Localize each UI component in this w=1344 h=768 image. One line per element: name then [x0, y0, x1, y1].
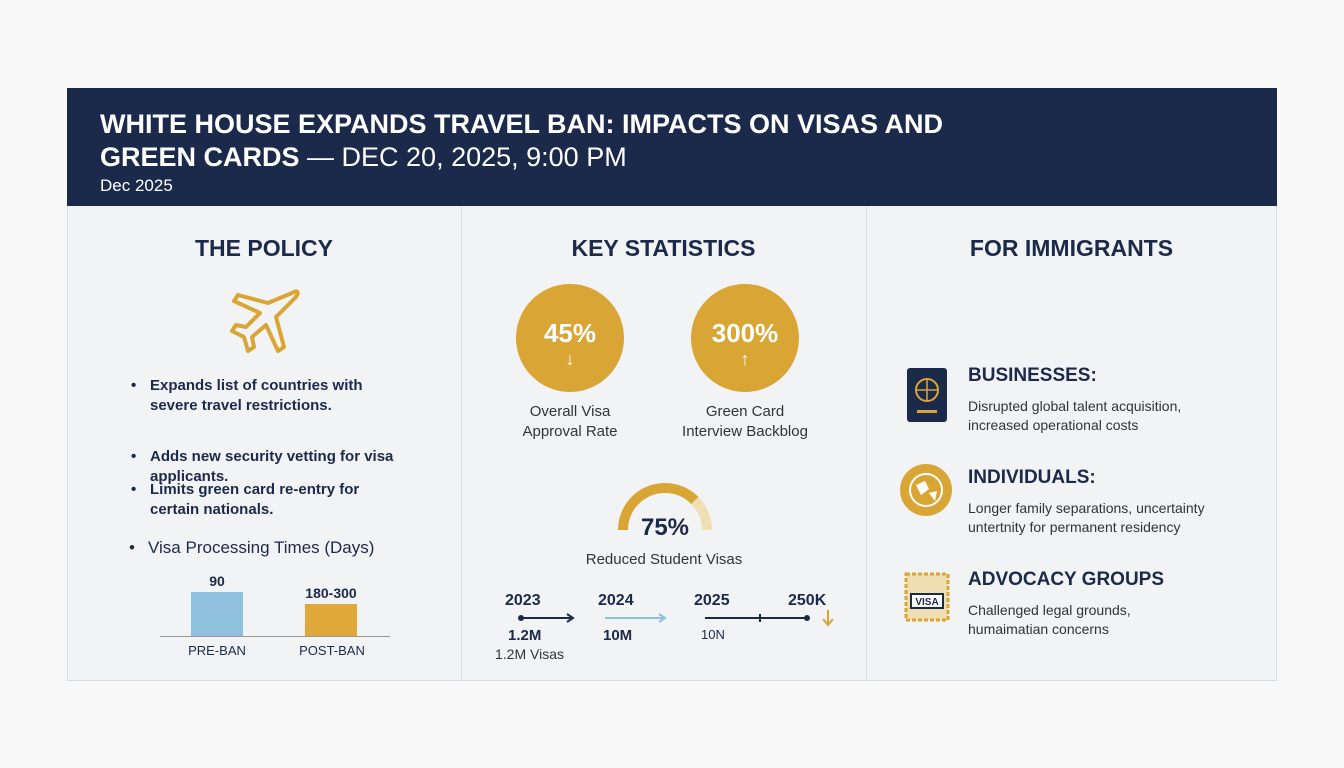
- item-text: Challenged legal grounds, humaimatian co…: [968, 602, 1131, 637]
- globe-icon: [900, 464, 952, 516]
- visa-icon: VISA: [904, 572, 950, 622]
- svg-text:VISA: VISA: [915, 597, 938, 608]
- heading: FOR IMMIGRANTS: [969, 235, 1174, 261]
- bullet-text: Adds new security vetting for visa appli…: [150, 448, 394, 485]
- timeline-year: 2025: [694, 592, 730, 609]
- plane-icon: [230, 289, 300, 353]
- heading: THE POLICY: [194, 235, 333, 261]
- timeline-year: 250K: [788, 592, 827, 609]
- stat-circle: 300% ↑: [691, 284, 799, 392]
- item-title: BUSINESSES:: [968, 365, 1097, 386]
- timestamp: — DEC 20, 2025, 9:00 PM: [299, 142, 627, 172]
- bullet-text: Expands list of countries with severe tr…: [150, 377, 363, 414]
- timeline-note: 1.2M Visas: [495, 646, 564, 662]
- timeline-year: 2023: [505, 592, 541, 609]
- item-text: Disrupted global talent acquisition, inc…: [968, 398, 1182, 433]
- stat-value: 45%: [543, 318, 597, 348]
- timeline-value: 10N: [701, 627, 725, 642]
- bar-label: PRE-BAN: [188, 643, 246, 658]
- bullet: • Limits green card re-entry for certain …: [131, 481, 360, 518]
- title: WHITE HOUSE EXPANDS TRAVEL BAN: IMPACTS …: [100, 109, 944, 172]
- item-title: INDIVIDUALS:: [968, 467, 1096, 488]
- timeline-year: 2024: [598, 592, 634, 609]
- bullet: • Expands list of countries with severe t…: [131, 377, 363, 414]
- chart-title-text: Visa Processing Times (Days): [148, 538, 375, 557]
- date: Dec 2025: [100, 176, 173, 195]
- arrow: ↓: [565, 349, 575, 369]
- timeline-value: 1.2M: [508, 627, 542, 644]
- timeline-value: 10M: [603, 627, 633, 644]
- timeline-line: [518, 610, 834, 627]
- stat-label: Overall Visa Approval Rate: [522, 403, 618, 440]
- heading: KEY STATISTICS: [571, 235, 756, 261]
- arrow: ↑: [740, 349, 750, 369]
- bar-value: 90: [209, 573, 225, 589]
- gauge-value: 75%: [640, 514, 690, 541]
- bar-value: 180-300: [305, 585, 357, 601]
- gauge: [618, 483, 712, 531]
- title-block: WHITE HOUSE EXPANDS TRAVEL BAN: IMPACTS …: [100, 108, 1040, 174]
- bullet: • Adds new security vetting for visa appl…: [131, 448, 394, 485]
- divider: [866, 206, 867, 681]
- bar: [191, 592, 243, 636]
- stat-value: 300%: [711, 318, 779, 348]
- header: [67, 88, 1277, 206]
- item-title: ADVOCACY GROUPS: [968, 569, 1165, 590]
- stat-label: Green Card Interview Backblog: [682, 403, 808, 440]
- chart-title: • Visa Processing Times (Days): [129, 538, 375, 557]
- bar: [305, 604, 357, 636]
- passport-icon: [907, 368, 947, 422]
- divider: [461, 206, 462, 681]
- stat-circle: 45% ↓: [516, 284, 624, 392]
- gauge-label: Reduced Student Visas: [585, 551, 743, 568]
- item-text: Longer family separations, uncertainty u…: [968, 500, 1205, 535]
- axis: [160, 636, 390, 637]
- bullet-text: Limits green card re-entry for certain n…: [150, 481, 360, 518]
- bar-label: POST-BAN: [299, 643, 365, 658]
